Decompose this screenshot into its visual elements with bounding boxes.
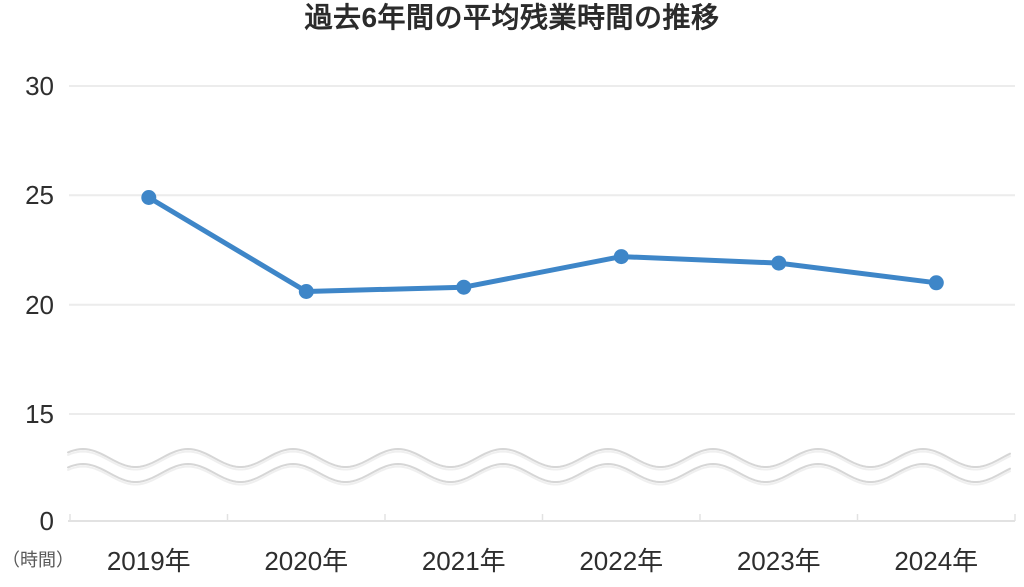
data-point xyxy=(613,249,629,265)
data-line xyxy=(146,195,939,294)
data-point xyxy=(456,279,472,295)
data-point xyxy=(928,275,944,291)
axis-break-wave xyxy=(67,447,1011,486)
chart-title: 過去6年間の平均残業時間の推移 xyxy=(304,2,720,33)
data-point xyxy=(141,190,157,205)
gridlines xyxy=(69,85,1015,415)
data-point xyxy=(771,255,787,271)
y-axis-unit-label: （時間） xyxy=(2,550,74,570)
x-axis-ticks xyxy=(69,514,1016,521)
data-point xyxy=(298,284,314,299)
